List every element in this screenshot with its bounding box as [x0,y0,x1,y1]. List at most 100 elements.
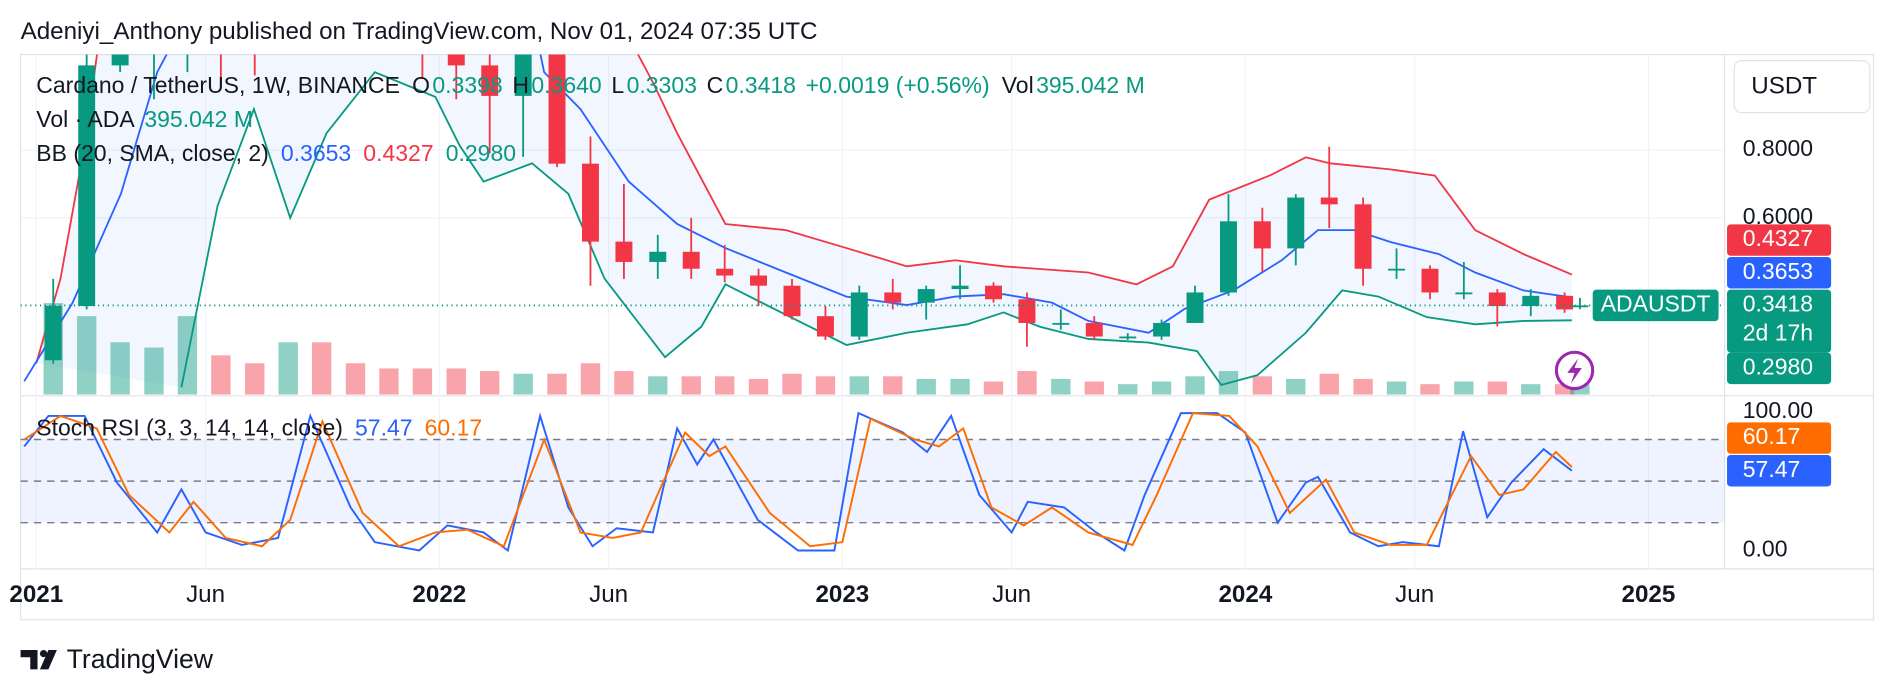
publish-title: Adeniyi_Anthony published on TradingView… [21,18,818,45]
volume-bar [1420,384,1440,395]
candle-body [1153,322,1171,337]
legend-item: 395.042 M [1036,72,1145,98]
volume-bar [849,376,869,395]
x-tick-label: Jun [1395,581,1434,608]
price-label: 57.47 [1743,456,1801,482]
legend-item: Cardano / TetherUS, 1W, BINANCE [36,72,400,98]
price-label-box [1727,224,1832,256]
price-label: 0.4327 [1743,225,1813,251]
currency-label: USDT [1751,73,1817,100]
price-label-box [1727,257,1832,289]
legend: Vol · ADA 395.042 M [36,106,253,132]
volume-bar [1487,381,1507,395]
volume-bar [681,376,701,395]
candle-body [146,0,163,15]
candle-body [78,65,96,307]
volume-bar [1084,381,1104,395]
y-tick-label: 100.00 [1743,397,1813,423]
legend-item: 0.4327 [363,140,433,166]
stoch-line [23,412,1573,548]
volume-bar [1286,378,1306,395]
price-label: 0.2980 [1743,353,1813,379]
volume-bar [144,347,164,395]
legend: BB (20, SMA, close, 2) 0.3653 0.4327 0.2980 [36,140,516,166]
volume-bar [714,376,735,395]
symbol-label-box [1592,289,1719,322]
x-tick-label: 2023 [815,581,869,608]
volume-bar [1252,376,1273,395]
candle-body [1186,292,1204,323]
volume-bar [278,342,298,395]
candle-body [581,163,599,242]
x-tick-label: Jun [186,581,225,608]
bollinger-line [180,71,1572,388]
candle-body [514,54,532,96]
volume-bar [446,368,466,395]
legend-item: Stoch RSI (3, 3, 14, 14, close) [36,415,343,441]
candle-body [1421,268,1439,293]
legend: Stoch RSI (3, 3, 14, 14, close) 57.47 60.1… [36,415,482,441]
volume-bar [245,363,265,395]
candle-body [1388,268,1406,271]
candle-body [1287,197,1305,249]
candle-body [447,54,465,66]
volume-bar [782,373,802,395]
volume-bar [345,363,366,395]
volume-bar [648,376,668,395]
currency-button[interactable] [1733,59,1871,114]
legend-item: 57.47 [355,415,413,441]
candle-body [649,251,667,262]
volume-bar [1017,371,1037,395]
lightning-icon[interactable] [1554,350,1595,391]
bollinger-line [35,54,1573,364]
x-tick-label: 2024 [1218,581,1272,608]
price-label: 0.3653 [1743,258,1813,284]
legend-item: O [412,72,430,98]
candle-body [716,268,734,276]
candle-body [850,292,868,337]
legend-item: 0.2980 [446,140,516,166]
volume-bar [211,355,231,395]
brand-name: TradingView [67,644,214,674]
candle-body [917,289,935,303]
countdown-label: 2d 17h [1743,320,1813,346]
volume-bar [815,376,836,395]
candle-body [1052,322,1070,325]
band-fill [36,54,1572,388]
x-tick-label: 2022 [412,581,466,608]
candle-body [1085,322,1103,337]
volume-bar [379,368,399,395]
volume-bar [1185,376,1205,395]
volume-bar [1319,373,1339,395]
legend-item: Vol · ADA [36,106,135,132]
volume-bar [1570,384,1590,395]
legend-item: 60.17 [425,415,483,441]
legend-item: L [611,72,624,98]
volume-bar [983,381,1004,395]
volume-bar [950,378,970,395]
legend-item: H [512,72,529,98]
volume-bar [1454,381,1474,395]
y-tick-label: 0.8000 [1743,135,1813,161]
price-label: 0.3418 [1743,290,1813,316]
candle-body [783,285,801,317]
legend-item: 0.3640 [531,72,601,98]
x-tick-label: 2025 [1622,581,1676,608]
chart-frame [19,53,1875,621]
candle-body [682,251,700,269]
candle-body [481,65,499,96]
volume-bar [614,371,634,395]
x-tick-label: Jun [589,581,628,608]
candle-body [1455,292,1473,295]
volume-bar [1521,384,1541,395]
legend-item: BB (20, SMA, close, 2) [36,140,268,166]
candle-body [44,306,62,361]
volume-bar [883,376,903,395]
legend-item: 0.3418 [726,72,796,98]
volume-bar [580,363,601,395]
price-label-box [1727,352,1832,385]
stoch-pane [20,411,1725,553]
y-tick-label: 0.00 [1743,536,1788,562]
